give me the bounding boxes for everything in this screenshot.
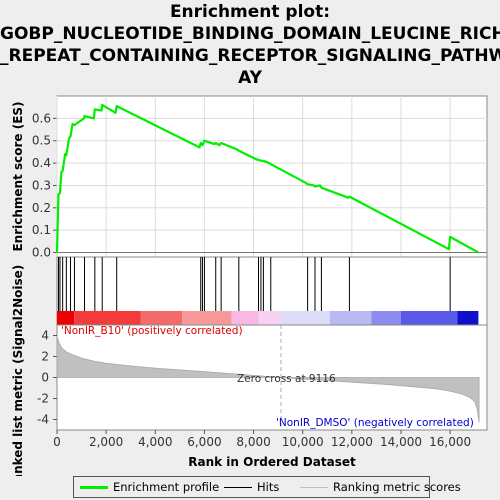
legend-profile-swatch	[80, 486, 108, 489]
legend-metric-swatch	[300, 487, 328, 488]
chart-title-line-4: AY	[238, 68, 262, 88]
rank-color-segment	[401, 311, 458, 325]
metric-tick-label: -2	[37, 392, 49, 406]
rank-color-segment	[74, 311, 141, 325]
chart-title-line-1: Enrichment plot:	[169, 2, 331, 22]
metric-y-axis-label: Ranked list metric (Signal2Noise)	[11, 265, 25, 476]
x-axis-label: Rank in Ordered Dataset	[188, 455, 356, 469]
es-plot-area	[56, 95, 488, 258]
hits-panel	[56, 256, 488, 326]
metric-panel: -4 -2 0 2 4 Zero cross at 9116 'NonIR_B10' (po…	[11, 265, 488, 476]
legend-ranking-metric: Ranking metric scores	[300, 477, 461, 497]
legend-enrichment-profile: Enrichment profile	[80, 477, 219, 497]
metric-tick-x-label: 8,000	[236, 435, 270, 449]
metric-tick-x-label: 0	[53, 435, 61, 449]
enrichment-plot: 0.0 0.1 0.2 0.3 0.4 0.5 0.6 Enrichment score (E…	[11, 95, 488, 476]
legend: Enrichment profile Hits Ranking metric s…	[73, 476, 461, 498]
es-tick-label: 0.0	[32, 246, 51, 260]
metric-tick-x-label: 16,000	[429, 435, 471, 449]
metric-tick-x-label: 14,000	[380, 435, 422, 449]
metric-tick-x-label: 6,000	[187, 435, 221, 449]
rank-color-segment	[280, 311, 330, 325]
metric-tick-x-label: 12,000	[331, 435, 373, 449]
legend-profile-label: Enrichment profile	[113, 480, 220, 494]
es-tick-label: 0.3	[32, 178, 51, 192]
zero-cross-label: Zero cross at 9116	[237, 373, 336, 385]
metric-tick-x-label: 10,000	[282, 435, 324, 449]
negative-correlation-label: 'NonIR_DMSO' (negatively correlated)	[276, 417, 474, 429]
es-tick-label: 0.5	[32, 134, 51, 148]
chart-title-line-3: _REPEAT_CONTAINING_RECEPTOR_SIGNALING_PA…	[0, 46, 500, 66]
rank-color-segment	[258, 311, 281, 325]
rank-color-segment	[182, 311, 232, 325]
rank-color-segment	[57, 311, 75, 325]
metric-tick-label: 2	[41, 350, 49, 364]
es-tick-label: 0.6	[32, 111, 51, 125]
legend-hits: Hits	[224, 477, 279, 497]
metric-tick-x-label: 2,000	[89, 435, 123, 449]
es-tick-label: 0.4	[32, 156, 51, 170]
es-y-axis-label: Enrichment score (ES)	[11, 101, 25, 251]
metric-tick-label: -4	[37, 413, 49, 427]
legend-metric-label: Ranking metric scores	[333, 480, 461, 494]
rank-color-segment	[457, 311, 479, 325]
legend-hits-swatch	[224, 487, 252, 488]
metric-tick-label: 0	[41, 371, 49, 385]
metric-tick-label: 4	[41, 329, 49, 343]
metric-tick-x-label: 4,000	[138, 435, 172, 449]
rank-color-segment	[329, 311, 372, 325]
es-panel: 0.0 0.1 0.2 0.3 0.4 0.5 0.6 Enrichment score (E…	[11, 95, 488, 260]
rank-color-segment	[140, 311, 183, 325]
chart-title-line-2: GOBP_NUCLEOTIDE_BINDING_DOMAIN_LEUCINE_R…	[0, 24, 500, 44]
rank-color-segment	[371, 311, 401, 325]
enrichment-profile-line	[55, 103, 479, 254]
legend-hits-label: Hits	[257, 480, 280, 494]
es-tick-label: 0.1	[32, 223, 51, 237]
rank-color-segment	[231, 311, 259, 325]
positive-correlation-label: 'NonIR_B10' (positively correlated)	[61, 325, 243, 337]
es-tick-label: 0.2	[32, 201, 51, 215]
